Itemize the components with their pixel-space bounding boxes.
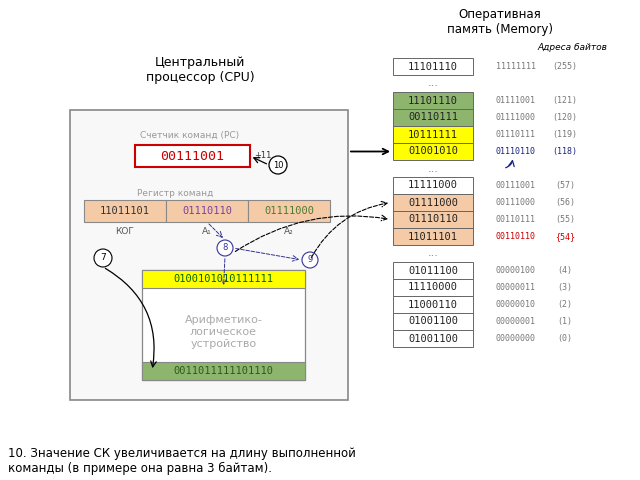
Text: 00111000: 00111000 [496, 198, 536, 207]
Bar [248, 200, 330, 222]
Text: (56): (56) [555, 198, 575, 207]
Text: (3): (3) [557, 283, 573, 292]
Circle shape [302, 252, 318, 268]
Text: 01110111: 01110111 [496, 130, 536, 139]
Text: 01001010: 01001010 [408, 146, 458, 156]
Text: 00000000: 00000000 [496, 334, 536, 343]
Text: (118): (118) [552, 147, 577, 156]
Text: Адреса байтов: Адреса байтов [537, 43, 607, 51]
Bar [393, 126, 473, 143]
Text: Регистр команд: Регистр команд [137, 189, 213, 197]
Text: 0100101010111111: 0100101010111111 [173, 274, 273, 284]
Text: Оперативная
память (Memory): Оперативная память (Memory) [447, 8, 553, 36]
Text: 01110110: 01110110 [182, 206, 232, 216]
Text: A₁: A₁ [202, 227, 212, 236]
Text: КОГ: КОГ [116, 227, 134, 236]
Text: ...: ... [428, 164, 438, 173]
Bar [142, 270, 305, 288]
Text: 00000001: 00000001 [496, 317, 536, 326]
Text: (120): (120) [552, 113, 577, 122]
Bar [393, 143, 473, 160]
Text: 11011101: 11011101 [100, 206, 150, 216]
Text: 00111001: 00111001 [161, 149, 225, 163]
Text: 11011101: 11011101 [408, 231, 458, 241]
Text: 00000011: 00000011 [496, 283, 536, 292]
Text: 01111000: 01111000 [496, 113, 536, 122]
Text: 00111001: 00111001 [496, 181, 536, 190]
Text: 00000010: 00000010 [496, 300, 536, 309]
Bar [393, 313, 473, 330]
Text: 01111000: 01111000 [264, 206, 314, 216]
Text: 10: 10 [273, 160, 284, 169]
Bar [84, 200, 166, 222]
Text: 7: 7 [100, 253, 106, 263]
Bar [393, 262, 473, 279]
Text: Центральный
процессор (CPU): Центральный процессор (CPU) [146, 56, 254, 84]
Text: 01011100: 01011100 [408, 265, 458, 276]
Bar [393, 194, 473, 211]
Text: 01111001: 01111001 [496, 96, 536, 105]
Text: 01111000: 01111000 [408, 197, 458, 207]
Text: Арифметико-
логическое
устройство: Арифметико- логическое устройство [184, 315, 262, 348]
Bar [393, 177, 473, 194]
Text: (0): (0) [557, 334, 573, 343]
Text: 00000100: 00000100 [496, 266, 536, 275]
Text: 9: 9 [307, 255, 312, 264]
Text: (119): (119) [552, 130, 577, 139]
Text: (55): (55) [555, 215, 575, 224]
Bar [142, 270, 305, 380]
Text: 11110000: 11110000 [408, 283, 458, 292]
Bar [135, 145, 250, 167]
Text: 11111000: 11111000 [408, 180, 458, 191]
Bar [393, 109, 473, 126]
Text: 11101110: 11101110 [408, 96, 458, 106]
Text: 01110110: 01110110 [408, 215, 458, 225]
Text: 8: 8 [222, 243, 228, 252]
Text: (255): (255) [552, 62, 577, 71]
Bar [393, 228, 473, 245]
Text: (121): (121) [552, 96, 577, 105]
Text: Счетчик команд (PC): Счетчик команд (PC) [140, 131, 239, 140]
Circle shape [217, 240, 233, 256]
Circle shape [269, 156, 287, 174]
Circle shape [94, 249, 112, 267]
Bar [166, 200, 248, 222]
Bar [393, 58, 473, 75]
Bar [70, 110, 348, 400]
Bar [393, 92, 473, 109]
Bar [393, 279, 473, 296]
Text: ...: ... [428, 249, 438, 259]
Text: (4): (4) [557, 266, 573, 275]
Text: 01110110: 01110110 [496, 147, 536, 156]
Text: 11101110: 11101110 [408, 61, 458, 72]
Text: 11000110: 11000110 [408, 300, 458, 310]
Text: 00110111: 00110111 [496, 215, 536, 224]
Text: 10. Значение СК увеличивается на длину выполненной
команды (в примере она равна : 10. Значение СК увеличивается на длину в… [8, 447, 356, 475]
Text: +11: +11 [254, 151, 272, 159]
Text: 10111111: 10111111 [408, 130, 458, 140]
Bar [393, 211, 473, 228]
Text: (57): (57) [555, 181, 575, 190]
Text: A₂: A₂ [284, 227, 294, 236]
Text: (2): (2) [557, 300, 573, 309]
Bar [142, 362, 305, 380]
Text: 00110111: 00110111 [408, 112, 458, 122]
Text: 11111111: 11111111 [496, 62, 536, 71]
Text: {54}: {54} [555, 232, 575, 241]
Bar [393, 330, 473, 347]
Bar [393, 296, 473, 313]
Text: 00110110: 00110110 [496, 232, 536, 241]
Text: 01001100: 01001100 [408, 316, 458, 326]
Text: ...: ... [428, 79, 438, 88]
Text: 01001100: 01001100 [408, 334, 458, 344]
Text: (1): (1) [557, 317, 573, 326]
Text: 0011011111101110: 0011011111101110 [173, 366, 273, 376]
